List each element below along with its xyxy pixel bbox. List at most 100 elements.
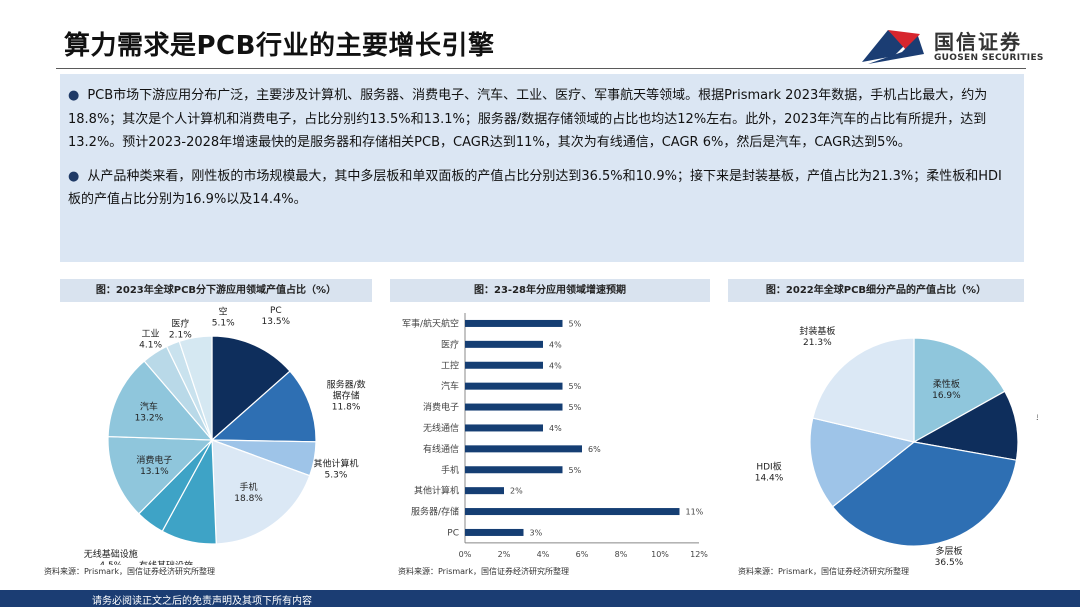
pie-slice-4 [812, 337, 915, 443]
bullet-icon: ● [68, 168, 80, 184]
chart-title-growth: 图：23-28年分应用领域增速预期 [390, 279, 710, 302]
logo-text-cn: 国信证券 [934, 30, 1022, 54]
bar-value-label: 5% [569, 319, 582, 328]
pie-slice-0 [211, 335, 291, 442]
pie-label-4: 封装基板 [799, 325, 835, 337]
bar-value-label: 11% [686, 508, 704, 517]
pie-value-10: 5.1% [212, 319, 235, 329]
pie-label-5: 无线基础设施 [84, 548, 138, 560]
bar-0 [465, 319, 563, 327]
title-divider [56, 68, 1026, 69]
bar-category-label: 工控 [441, 359, 459, 371]
pie-slice-0 [913, 337, 1006, 444]
bar-value-label: 5% [569, 466, 582, 475]
footer-bar: 请务必阅读正文之后的免责声明及其项下所有内容 [0, 590, 1080, 607]
bullet-icon: ● [68, 88, 80, 103]
x-tick-label: 10% [651, 550, 669, 559]
footer-disclaimer: 请务必阅读正文之后的免责声明及其项下所有内容 [92, 596, 312, 607]
logo-text-en: GUOSEN SECURITIES [934, 53, 1044, 63]
pie-value-2: 5.3% [325, 470, 348, 480]
pie-value-2: 36.5% [935, 558, 964, 565]
pie-slice-1 [912, 390, 1019, 461]
pie-value-5: 4.5% [99, 561, 122, 565]
bar-value-label: 5% [569, 403, 582, 412]
bar-value-label: 4% [549, 340, 562, 349]
pie-value-4: 21.3% [803, 338, 832, 348]
bar-value-label: 4% [549, 424, 562, 433]
pie-value-8: 4.1% [139, 340, 162, 350]
bar-category-label: 汽车 [441, 380, 459, 392]
pie-label-8: 工业 [142, 328, 160, 339]
bar-5 [465, 424, 543, 432]
bar-2 [465, 361, 543, 369]
summary-text-2: 从产品种类来看，刚性板的市场规模最大，其中多层板和单双面板的产值占比分别达到36… [68, 168, 1002, 208]
x-tick-label: 0% [459, 550, 472, 559]
pie-label-10: 空 [219, 306, 228, 318]
pie-label-1: 据存储 [333, 390, 360, 402]
guosen-logo-icon [862, 30, 924, 64]
x-tick-label: 4% [537, 550, 550, 559]
pie-label-10: 军事/航天航 [199, 305, 247, 307]
x-tick-label: 2% [498, 550, 511, 559]
page-title: 算力需求是PCB行业的主要增长引擎 [64, 31, 495, 61]
summary-paragraph-1: ● PCB市场下游应用分布广泛，主要涉及计算机、服务器、消费电子、汽车、工业、医疗… [68, 84, 1008, 155]
x-tick-label: 12% [690, 550, 708, 559]
pie-value-7: 13.2% [135, 414, 164, 424]
pie-label-3: HDI板 [756, 460, 781, 472]
bar-4 [465, 403, 563, 411]
bar-chart-growth: 军事/航天航空 5% 医疗 4% 工控 4% 汽车 5% 消费电子 5% 无线通信 4% 有线通信 6% 手… [402, 313, 708, 559]
chart-title-app-share: 图：2023年全球PCB分下游应用领域产值占比（%） [60, 279, 372, 302]
chart-source-3: 资料来源：Prismark，国信证券经济研究所整理 [738, 567, 909, 576]
pie-label-6: 消费电子 [136, 454, 172, 466]
pie-value-6: 13.1% [140, 467, 169, 477]
pie-value-9: 2.1% [169, 331, 192, 341]
bar-value-label: 6% [588, 445, 601, 454]
pie-label-0: 柔性板 [933, 378, 960, 390]
pie-value-1: 11.8% [332, 403, 361, 413]
bar-category-label: 手机 [441, 464, 459, 476]
pie-slice-3 [809, 417, 916, 508]
bar-value-label: 5% [569, 382, 582, 391]
bar-6 [465, 445, 582, 453]
bar-value-label: 3% [530, 528, 543, 537]
bar-7 [465, 466, 563, 474]
pie-value-0: 13.5% [262, 317, 291, 327]
pie-label-2: 其他计算机 [313, 457, 358, 469]
bar-category-label: 无线通信 [423, 422, 459, 434]
chart-source-2: 资料来源：Prismark，国信证券经济研究所整理 [398, 567, 569, 576]
pie-label-0: PC [270, 306, 282, 316]
pie-slice-6 [107, 435, 214, 515]
bar-category-label: 服务器/存储 [411, 506, 459, 518]
x-tick-label: 6% [576, 550, 589, 559]
pie-label-9: 医疗 [171, 318, 189, 330]
pie-slice-1 [210, 370, 317, 443]
bar-category-label: PC [447, 528, 459, 538]
chart-title-product-share: 图：2022年全球PCB细分产品的产值占比（%） [728, 279, 1024, 302]
pie-label-4: 有线基础设施 [139, 560, 193, 565]
pie-value-3: 18.8% [234, 494, 263, 504]
pie-value-3: 14.4% [755, 473, 784, 483]
bar-category-label: 其他计算机 [414, 485, 459, 497]
pie-label-3: 手机 [240, 481, 258, 493]
chart-source-1: 资料来源：Prismark，国信证券经济研究所整理 [44, 567, 215, 576]
pie-slice-7 [107, 360, 214, 441]
pie-value-0: 16.9% [932, 391, 961, 401]
pie-label-1: 单双面板 [1036, 411, 1038, 423]
bar-1 [465, 340, 543, 348]
pie-label-2: 多层板 [935, 545, 962, 557]
pie-label-7: 汽车 [140, 401, 158, 413]
x-tick-label: 8% [615, 550, 628, 559]
summary-text-1: PCB市场下游应用分布广泛，主要涉及计算机、服务器、消费电子、汽车、工业、医疗、… [68, 88, 988, 150]
pie-chart-product-share: 柔性板16.9%单双面板10.9%多层板36.5%HDI板14.4%封装基板21… [755, 325, 1038, 565]
bar-8 [465, 487, 504, 495]
pie-slice-10 [178, 335, 213, 441]
bar-category-label: 军事/航天航空 [402, 317, 459, 329]
bar-category-label: 医疗 [441, 338, 459, 350]
pie-slice-2 [831, 441, 1018, 547]
bar-value-label: 2% [510, 487, 523, 496]
pie-label-1: 服务器/数 [327, 379, 366, 391]
bar-category-label: 有线通信 [423, 443, 459, 455]
pie-slice-3 [211, 439, 311, 545]
summary-paragraph-2: ● 从产品种类来看，刚性板的市场规模最大，其中多层板和单双面板的产值占比分别达到3… [68, 165, 1008, 212]
